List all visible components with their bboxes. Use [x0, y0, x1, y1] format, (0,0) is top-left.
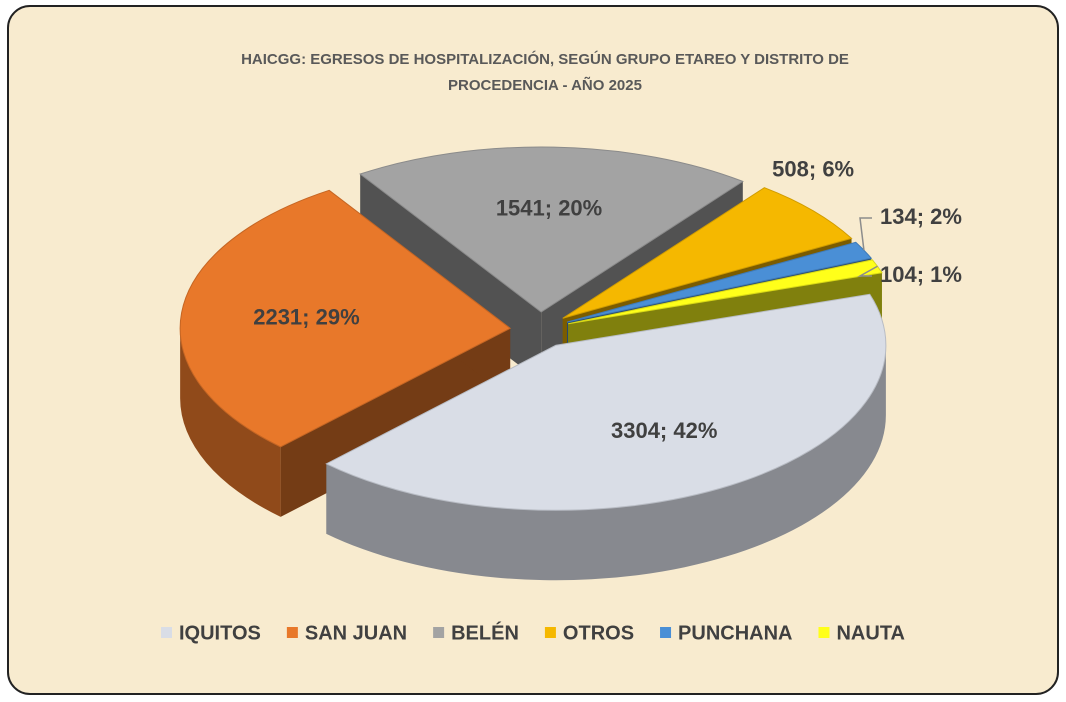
data-label: 508; 6%: [772, 157, 854, 182]
legend-label: PUNCHANA: [678, 622, 792, 644]
legend-swatch: [286, 627, 298, 638]
data-label: 104; 1%: [880, 262, 962, 287]
data-label: 1541; 20%: [496, 196, 602, 221]
legend-swatch: [660, 627, 672, 638]
chart-title: PROCEDENCIA - AÑO 2025: [448, 76, 642, 94]
legend-swatch: [818, 627, 830, 638]
legend-swatch: [544, 627, 556, 638]
chart-title: HAICGG: EGRESOS DE HOSPITALIZACIÓN, SEGÚ…: [241, 50, 849, 68]
legend-label: IQUITOS: [179, 622, 261, 644]
legend-label: OTROS: [563, 622, 634, 644]
legend: IQUITOS SAN JUAN BELÉN OTROS PUNCHANA NAUTA: [160, 621, 905, 644]
data-label: 3304; 42%: [611, 418, 717, 443]
slice-top: [359, 146, 744, 313]
leader-line: [859, 217, 872, 251]
slice-wall: [180, 328, 281, 517]
legend-swatch: [160, 627, 172, 638]
data-label: 134; 2%: [880, 204, 962, 229]
legend-label: SAN JUAN: [305, 622, 407, 644]
slice-top: [566, 241, 873, 323]
slice: [325, 293, 887, 581]
leader-line: [857, 265, 878, 277]
slice-top: [179, 189, 512, 448]
data-label: 2231; 29%: [253, 304, 359, 329]
legend-swatch: [433, 627, 445, 638]
slice-top: [562, 187, 853, 319]
legend-label: NAUTA: [836, 622, 905, 644]
slice-wall: [326, 345, 886, 581]
slice-top: [325, 293, 887, 511]
legend-label: BELÉN: [451, 621, 519, 644]
slice-top: [568, 259, 883, 325]
